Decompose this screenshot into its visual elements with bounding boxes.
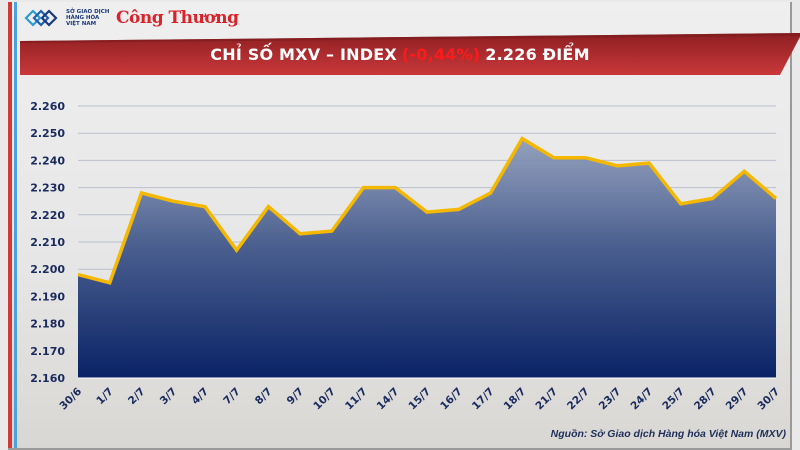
y-tick-label: 2.230 [30, 182, 65, 195]
x-tick-label: 29/7 [724, 386, 751, 413]
title-banner [20, 33, 800, 75]
x-tick-label: 28/7 [692, 386, 719, 413]
y-tick-label: 2.180 [30, 318, 65, 331]
x-tick-label: 8/7 [253, 386, 275, 408]
mxv-logo-text: SỞ GIAO DỊCH HÀNG HÓA VIỆT NAM [66, 9, 110, 27]
left-accent-bar-red [8, 2, 12, 448]
congthuong-logo: Công Thương [116, 8, 239, 28]
x-axis-ticks: 30/6 1/7 2/7 3/7 4/7 7/7 8/7 9/7 10/7 11/7 14/7 15/… [57, 386, 782, 413]
mxv-logo-icon [24, 9, 58, 27]
x-tick-label: 16/7 [438, 386, 465, 413]
x-tick-label: 2/7 [126, 386, 148, 408]
y-tick-label: 2.210 [30, 236, 65, 249]
mxv-line-1: SỞ GIAO DỊCH [66, 9, 110, 15]
x-tick-label: 30/6 [57, 386, 84, 413]
title-change-percent: (-0,44%) [401, 44, 481, 64]
x-tick-label: 22/7 [565, 386, 592, 413]
x-tick-label: 10/7 [311, 386, 338, 413]
y-tick-label: 2.260 [30, 100, 65, 113]
x-tick-label: 30/7 [755, 386, 782, 413]
source-note: Nguồn: Sở Giao dịch Hàng hóa Việt Nam (M… [550, 428, 786, 440]
mxv-line-3: VIỆT NAM [66, 21, 97, 27]
y-tick-label: 2.190 [30, 290, 65, 303]
x-tick-label: 9/7 [285, 386, 307, 408]
header-logos: SỞ GIAO DỊCH HÀNG HÓA VIỆT NAM Công Thươ… [22, 4, 239, 32]
title-index-value: 2.226 ĐIỂM [485, 44, 590, 64]
x-tick-label: 24/7 [629, 386, 656, 413]
left-accent-bar-blue [14, 2, 17, 448]
y-tick-label: 2.250 [30, 127, 65, 140]
x-tick-label: 14/7 [375, 386, 402, 413]
x-tick-label: 3/7 [158, 386, 180, 408]
x-tick-label: 17/7 [470, 386, 497, 413]
y-tick-label: 2.240 [30, 154, 65, 167]
x-tick-label: 11/7 [343, 386, 370, 413]
x-tick-label: 25/7 [660, 386, 687, 413]
chart-title: CHỈ SỐ MXV – INDEX (-0,44%) 2.226 ĐIỂM [20, 33, 780, 75]
index-line [77, 136, 778, 285]
y-axis-ticks: 2.160 2.170 2.180 2.190 2.200 2.210 2.220 2.230… [30, 100, 65, 385]
y-tick-label: 2.220 [30, 209, 65, 222]
x-tick-label: 4/7 [189, 386, 211, 408]
x-tick-label: 21/7 [533, 386, 560, 413]
x-tick-label: 1/7 [94, 386, 116, 408]
x-tick-label: 15/7 [406, 386, 433, 413]
x-tick-label: 7/7 [221, 386, 243, 408]
x-tick-label: 23/7 [597, 386, 624, 413]
mxv-line-2: HÀNG HÓA [66, 15, 100, 21]
title-prefix: CHỈ SỐ MXV – INDEX [210, 44, 397, 64]
y-tick-label: 2.170 [30, 345, 65, 358]
area-fill [78, 138, 776, 378]
y-tick-label: 2.160 [30, 372, 65, 385]
y-tick-label: 2.200 [30, 263, 65, 276]
x-tick-label: 18/7 [502, 386, 529, 413]
